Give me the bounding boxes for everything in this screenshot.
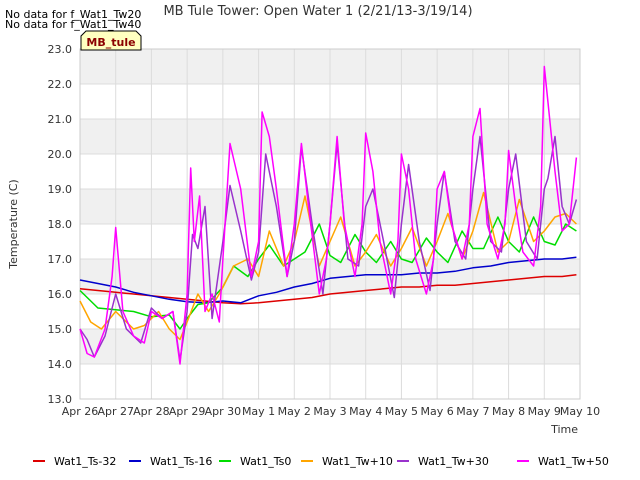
y-tick-label: 20.0	[48, 148, 73, 161]
legend-item: Wat1_Ts-16	[129, 455, 212, 468]
legend-item: Wat1_Tw+50	[517, 455, 609, 468]
y-tick-label: 23.0	[48, 43, 73, 56]
station-label-box: MB_tule	[80, 30, 142, 51]
x-tick-label: May 9	[528, 405, 561, 418]
x-tick-label: Apr 26	[62, 405, 99, 418]
legend-item: Wat1_Ts0	[219, 455, 291, 468]
x-tick-label: May 1	[242, 405, 275, 418]
legend-label: Wat1_Tw+50	[538, 455, 609, 468]
chart-title: MB Tule Tower: Open Water 1 (2/21/13-3/1…	[163, 4, 472, 19]
legend-item: Wat1_Tw+30	[397, 455, 489, 468]
x-axis-label: Time	[550, 423, 578, 436]
x-tick-label: May 7	[456, 405, 489, 418]
series-line-wat1-tw-50	[79, 65, 578, 365]
series-line-wat1-ts-32	[79, 274, 577, 305]
x-tick-label: May 4	[349, 405, 382, 418]
y-tick-label: 19.0	[48, 183, 73, 196]
y-tick-label: 21.0	[48, 113, 73, 126]
plot-area	[79, 48, 581, 400]
legend-label: Wat1_Ts-32	[54, 455, 116, 468]
legend-label: Wat1_Ts-16	[150, 455, 212, 468]
y-tick-label: 22.0	[48, 78, 73, 91]
x-tick-label: Apr 27	[97, 405, 134, 418]
x-tick-label: May 5	[385, 405, 418, 418]
y-tick-label: 13.0	[48, 393, 73, 406]
legend-label: Wat1_Ts0	[240, 455, 291, 468]
no-data-notice-tw40: No data for f_Wat1_Tw40	[5, 18, 141, 31]
legend-item: Wat1_Ts-32	[33, 455, 116, 468]
y-tick-label: 15.0	[48, 323, 73, 336]
series-line-wat1-ts-16	[79, 256, 577, 304]
x-tick-label: May 6	[421, 405, 454, 418]
y-tick-label: 18.0	[48, 218, 73, 231]
legend-item: Wat1_Tw+10	[301, 455, 393, 468]
x-axis-ticks: Apr 26 Apr 27 Apr 28 Apr 29 Apr 30 May 1 May 2…	[62, 405, 600, 418]
legend: Wat1_Ts-32 Wat1_Ts-16 Wat1_Ts0 Wat1_Tw+10 Wa…	[33, 455, 609, 468]
series-line-wat1-tw-10	[79, 191, 577, 341]
y-tick-label: 16.0	[48, 288, 73, 301]
legend-label: Wat1_Tw+10	[322, 455, 393, 468]
x-tick-label: May 10	[560, 405, 600, 418]
no-data-notice-tw20: No data for f_Wat1_Tw20	[5, 8, 141, 21]
y-axis-label: Temperature (C)	[7, 179, 20, 269]
x-tick-label: Apr 30	[205, 405, 242, 418]
x-tick-label: Apr 28	[133, 405, 170, 418]
y-axis-ticks: 13.0 14.0 15.0 16.0 17.0 18.0 19.0 20.0 21.0 22.0…	[48, 43, 73, 406]
legend-label: Wat1_Tw+30	[418, 455, 489, 468]
x-tick-label: May 2	[278, 405, 311, 418]
x-tick-label: May 3	[313, 405, 346, 418]
y-tick-label: 17.0	[48, 253, 73, 266]
y-tick-label: 14.0	[48, 358, 73, 371]
series-layer	[79, 65, 578, 365]
station-label: MB_tule	[86, 36, 135, 49]
station-label-shape	[80, 30, 142, 51]
x-tick-label: May 8	[492, 405, 525, 418]
x-tick-label: Apr 29	[169, 405, 206, 418]
